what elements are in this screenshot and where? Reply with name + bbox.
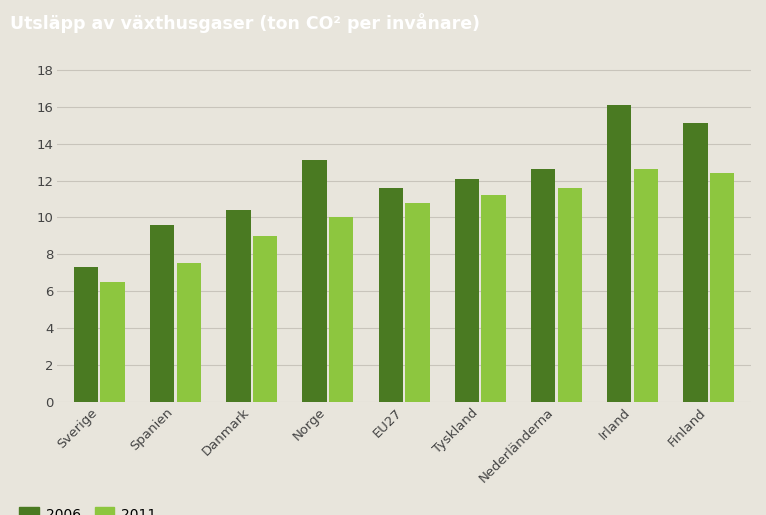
Bar	[531, 169, 555, 402]
Bar	[378, 188, 403, 402]
Bar	[329, 217, 353, 402]
Bar	[253, 236, 277, 402]
Bar	[607, 105, 631, 402]
Bar	[633, 169, 658, 402]
Bar	[683, 124, 708, 402]
Bar	[455, 179, 479, 402]
Bar	[177, 264, 201, 402]
Bar	[74, 267, 98, 402]
Bar	[710, 173, 735, 402]
Bar	[226, 210, 250, 402]
Bar	[303, 160, 327, 402]
Bar	[100, 282, 125, 402]
Legend: 2006, 2011: 2006, 2011	[19, 507, 156, 515]
Bar	[481, 195, 506, 402]
Text: Utsläpp av växthusgaser (ton CO² per invånare): Utsläpp av växthusgaser (ton CO² per inv…	[10, 13, 480, 33]
Bar	[558, 188, 582, 402]
Bar	[405, 202, 430, 402]
Bar	[150, 225, 175, 402]
